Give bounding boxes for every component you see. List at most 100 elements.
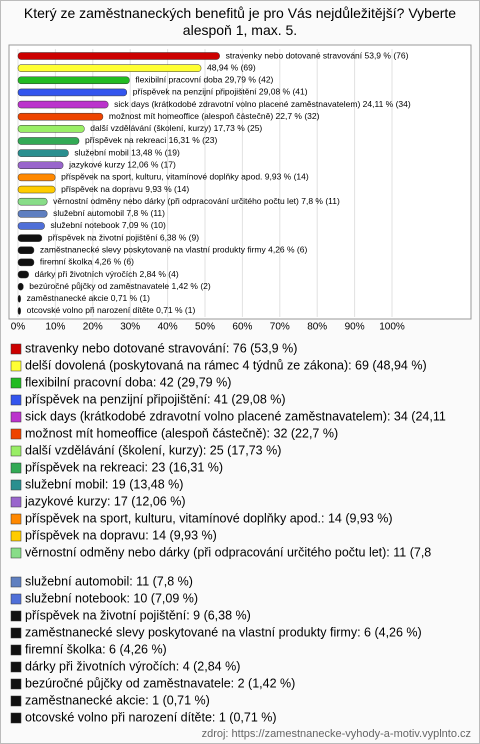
legend-swatch <box>10 377 22 389</box>
bar <box>17 234 43 242</box>
x-tick-label: 60% <box>232 322 252 333</box>
legend-swatch <box>10 576 22 588</box>
x-tick-label: 90% <box>345 322 365 333</box>
bar <box>17 282 24 291</box>
value-label: další vzdělávání (školení, kurzy) 17,73 … <box>90 123 262 133</box>
x-tick-label: 20% <box>83 322 103 333</box>
legend-swatch <box>10 496 22 508</box>
bar <box>17 64 202 72</box>
legend-label: flexibilní pracovní doba: 42 (29,79 %) <box>25 375 231 389</box>
value-label: jazykové kurzy 12,06 % (17) <box>68 160 176 170</box>
value-label: možnost mít homeoffice (alespoň částečně… <box>109 111 320 121</box>
legend-label: příspěvek na rekreaci: 23 (16,31 %) <box>25 460 223 474</box>
bar <box>17 185 56 194</box>
legend-label: firemní školka: 6 (4,26 %) <box>25 642 167 656</box>
legend-swatch <box>10 343 22 355</box>
legend-label: sick days (krátkodobé zdravotní volno pl… <box>25 409 446 423</box>
value-label: bezúročné půjčky od zaměstnavatele 1,42 … <box>29 281 211 291</box>
value-label: firemní školka 4,26 % (6) <box>40 257 134 267</box>
value-label: služební mobil 13,48 % (19) <box>74 147 180 157</box>
legend-swatch <box>10 445 22 457</box>
legend-label: příspěvek na dopravu: 14 (9,93 %) <box>25 528 217 542</box>
value-label: zaměstnanecké slevy poskytované na vlast… <box>40 244 308 254</box>
value-label: služební notebook 7,09 % (10) <box>51 220 166 230</box>
bar <box>17 76 130 85</box>
bar <box>17 161 64 170</box>
legend-label: zaměstnanecké slevy poskytované na vlast… <box>25 625 422 639</box>
bar <box>17 173 56 182</box>
legend-swatch <box>10 695 22 707</box>
legend-label: příspěvek na sport, kulturu, vitamínové … <box>25 511 393 525</box>
legend-swatch <box>10 661 22 673</box>
legend-label: služební notebook: 10 (7,09 %) <box>25 591 198 605</box>
bar <box>17 52 220 60</box>
bar <box>17 88 128 97</box>
value-label: zaměstnanecké akcie 0,71 % (1) <box>27 293 150 303</box>
legend-swatch <box>10 394 22 406</box>
legend-swatch <box>10 678 22 690</box>
legend-swatch <box>10 627 22 639</box>
value-label: 48,94 % (69) <box>207 62 256 72</box>
legend-label: možnost mít homeoffice (alespoň částečně… <box>25 426 338 440</box>
bar <box>17 112 104 121</box>
legend-label: služební mobil: 19 (13,48 %) <box>25 477 183 491</box>
x-tick-label: 10% <box>45 322 65 333</box>
value-label: otcovské volno při narození dítěte 0,71 … <box>27 305 196 315</box>
legend-label: příspěvek na penzijní připojištění: 41 (… <box>25 392 286 406</box>
x-tick-label: 30% <box>120 322 140 333</box>
legend-swatch <box>10 411 22 423</box>
legend-swatch <box>10 593 22 605</box>
value-label: flexibilní pracovní doba 29,79 % (42) <box>135 75 273 85</box>
legend-label: zaměstnanecké akcie: 1 (0,71 %) <box>25 693 210 707</box>
legend-swatch <box>10 610 22 622</box>
source: zdroj: https://zamestnanecke-vyhody-a-mo… <box>202 728 471 740</box>
value-label: sick days (krátkodobé zdravotní volno pl… <box>114 99 411 109</box>
x-tick-label: 50% <box>195 322 215 333</box>
legend-swatch <box>10 513 22 525</box>
bar <box>17 222 45 230</box>
value-label: příspěvek na penzijní připojištění 29,08… <box>133 87 308 97</box>
bar <box>17 258 35 267</box>
legend-swatch <box>10 360 22 372</box>
legend-swatch <box>10 428 22 440</box>
bar <box>17 270 29 279</box>
bar <box>17 125 85 133</box>
value-label: služební automobil 7,8 % (11) <box>53 208 165 218</box>
legend-label: příspěvek na životní pojištění: 9 (6,38 … <box>25 608 251 622</box>
legend-label: další vzdělávání (školení, kurzy): 25 (1… <box>25 443 281 457</box>
legend-swatch <box>10 479 22 491</box>
bar <box>17 307 21 315</box>
bar <box>17 197 48 206</box>
bar <box>17 210 48 218</box>
legend-swatch <box>10 712 22 724</box>
value-label: věrnostní odměny nebo dárky (při odpraco… <box>53 196 340 206</box>
x-tick-label: 40% <box>158 322 178 333</box>
bar <box>17 246 35 254</box>
bar <box>17 295 21 303</box>
legend-label: služební automobil: 11 (7,8 %) <box>25 574 193 588</box>
legend-label: dárky při životních výročích: 4 (2,84 %) <box>25 659 240 673</box>
value-label: příspěvek na sport, kulturu, vitamínové … <box>61 172 309 182</box>
legend-label: jazykové kurzy: 17 (12,06 %) <box>24 494 186 508</box>
bar <box>17 149 69 157</box>
value-label: příspěvek na životní pojištění 6,38 % (9… <box>48 232 199 242</box>
legend-label: delší dovolená (poskytovaná na rámec 4 t… <box>25 358 427 372</box>
bar <box>17 137 80 145</box>
x-tick-label: 0% <box>11 322 26 333</box>
legend-swatch <box>10 462 22 474</box>
value-label: dárky při životních výročích 2,84 % (4) <box>35 269 179 279</box>
legend-label: otcovské volno při narození dítěte: 1 (0… <box>25 710 277 724</box>
x-tick-label: 70% <box>270 322 290 333</box>
legend-swatch <box>10 530 22 542</box>
legend-label: stravenky nebo dotované stravování: 76 (… <box>25 341 297 355</box>
legend-label: věrnostní odměny nebo dárky (při odpraco… <box>25 545 431 559</box>
value-label: příspěvek na rekreaci 16,31 % (23) <box>85 135 217 145</box>
x-tick-label: 100% <box>379 322 405 333</box>
legend-swatch <box>10 547 22 559</box>
legend-label: bezúročné půjčky od zaměstnavatele: 2 (1… <box>25 676 295 690</box>
bar <box>17 100 109 109</box>
x-tick-label: 80% <box>307 322 327 333</box>
legend: stravenky nebo dotované stravování: 76 (… <box>10 341 446 724</box>
